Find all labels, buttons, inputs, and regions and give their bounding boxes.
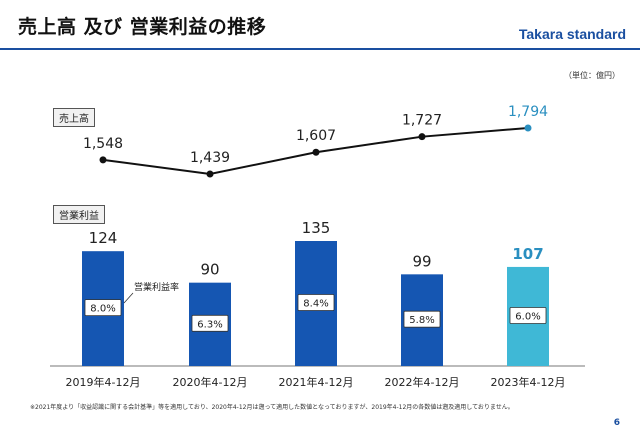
sales-point — [312, 148, 320, 156]
sales-value-label: 1,607 — [296, 128, 336, 144]
margin-callout-label: 営業利益率 — [134, 281, 179, 293]
margin-box — [403, 310, 441, 328]
sales-value-label: 1,727 — [402, 113, 442, 129]
profit-value-label: 135 — [302, 219, 331, 237]
margin-callout-line — [123, 292, 134, 304]
profit-value-label: 99 — [412, 252, 431, 270]
operating-profit-section-label: 営業利益 — [53, 205, 105, 224]
margin-box — [297, 294, 335, 311]
sales-value-label: 1,439 — [190, 150, 230, 166]
category-label: 2023年4-12月 — [491, 375, 566, 389]
profit-value-label: 90 — [200, 261, 219, 279]
margin-label: 5.8% — [409, 315, 434, 326]
header-divider — [0, 48, 640, 50]
profit-value-label: 107 — [512, 245, 543, 263]
margin-label: 6.3% — [197, 319, 222, 330]
footnote: ※2021年度より「収益認識に関する会計基準」等を適用しており、2020年4-1… — [30, 404, 514, 411]
profit-value-label: 124 — [89, 229, 118, 247]
margin-label: 8.0% — [90, 304, 115, 315]
sales-point — [418, 133, 426, 141]
category-label: 2022年4-12月 — [385, 375, 460, 389]
margin-label: 8.4% — [303, 299, 328, 310]
category-label: 2020年4-12月 — [173, 375, 248, 389]
sales-point — [524, 124, 532, 132]
category-label: 2021年4-12月 — [279, 375, 354, 389]
sales-section-label: 売上高 — [53, 108, 95, 127]
page-number: 6 — [613, 418, 620, 428]
brand-logo: Takara standard — [518, 26, 626, 42]
sales-value-label: 1,794 — [508, 104, 548, 120]
margin-box — [191, 314, 229, 332]
sales-value-label: 1,548 — [83, 136, 123, 152]
page-title: 売上高 及び 営業利益の推移 — [18, 16, 267, 38]
unit-label: （単位：億円） — [564, 71, 620, 80]
category-label: 2019年4-12月 — [66, 375, 141, 389]
margin-box — [509, 307, 547, 324]
margin-label: 6.0% — [515, 311, 540, 322]
margin-box — [84, 299, 122, 316]
sales-point — [206, 170, 214, 178]
sales-point — [99, 156, 107, 164]
